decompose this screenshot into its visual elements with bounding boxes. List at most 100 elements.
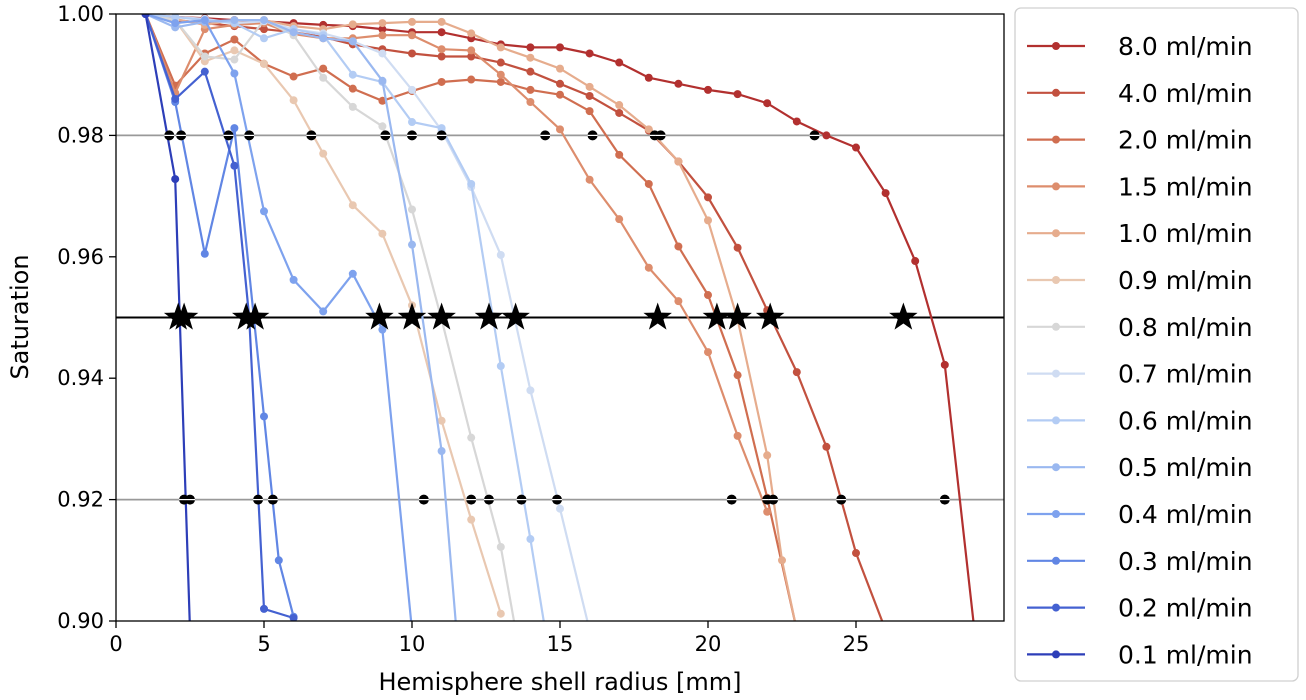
- series-line: [145, 14, 457, 621]
- series-point: [348, 269, 357, 278]
- series-point: [496, 250, 505, 259]
- crossing-dot-098: [407, 130, 417, 136]
- legend-marker: [1052, 322, 1060, 331]
- series-point: [615, 108, 624, 117]
- series-point: [733, 243, 742, 252]
- crossing-dot-092: [726, 499, 737, 505]
- crossing-dot-098: [223, 130, 234, 136]
- series-point: [437, 52, 446, 61]
- series-point: [674, 157, 683, 166]
- series-point: [260, 34, 268, 43]
- series-point: [615, 150, 624, 159]
- series-point: [526, 43, 535, 52]
- series-point: [289, 96, 298, 105]
- x-tick-label: 0: [109, 632, 122, 656]
- star-marker-095: [702, 302, 732, 330]
- x-axis-label: Hemisphere shell radius [mm]: [378, 668, 741, 696]
- legend-label: 0.2 ml/min: [1118, 594, 1253, 623]
- series-point: [496, 609, 505, 618]
- series-point: [437, 28, 446, 37]
- series-point: [408, 118, 416, 127]
- series-point: [467, 29, 476, 38]
- series-point: [793, 626, 801, 634]
- series-point: [319, 64, 328, 73]
- series-point: [467, 52, 476, 61]
- crossing-dot-092: [253, 499, 264, 505]
- series-point: [763, 451, 772, 460]
- series-point: [585, 82, 594, 91]
- series-point: [704, 291, 712, 300]
- series-point: [467, 46, 476, 55]
- series-line: [145, 14, 413, 621]
- crossing-dot-098: [380, 130, 391, 136]
- series-point: [319, 73, 328, 82]
- series-point: [408, 31, 416, 40]
- series-point: [585, 91, 594, 100]
- star-marker-095: [755, 302, 785, 330]
- legend-marker: [1052, 416, 1060, 425]
- series-point: [704, 348, 712, 357]
- series-point: [230, 124, 239, 133]
- x-tick-label: 20: [695, 632, 722, 656]
- x-tick-label: 15: [547, 632, 574, 656]
- legend-label: 0.4 ml/min: [1118, 500, 1253, 529]
- legend-marker: [1052, 88, 1060, 97]
- legend-label: 0.3 ml/min: [1118, 547, 1253, 576]
- crossing-dot-098: [244, 130, 255, 136]
- legend-label: 1.0 ml/min: [1118, 219, 1253, 248]
- star-marker-095: [397, 302, 427, 330]
- series-point: [585, 107, 594, 116]
- series-point: [733, 371, 742, 380]
- series-point: [378, 31, 387, 40]
- series-point: [437, 45, 446, 54]
- series-point: [260, 604, 268, 613]
- series-point: [615, 101, 624, 110]
- series-point: [704, 85, 712, 94]
- legend-label: 0.5 ml/min: [1118, 453, 1253, 482]
- crossing-dot-092: [836, 494, 847, 500]
- crossing-dot-092: [483, 499, 494, 505]
- series-point: [200, 52, 209, 61]
- crossing-dot-098: [540, 130, 551, 136]
- crossing-dot-092: [768, 499, 779, 505]
- crossing-dot-092: [726, 494, 737, 500]
- series-point: [792, 117, 801, 126]
- crossing-dot-098: [587, 135, 598, 141]
- series-point: [260, 207, 268, 216]
- x-tick-label: 5: [257, 632, 270, 656]
- y-tick-label: 0.98: [57, 123, 104, 147]
- series-point: [141, 14, 150, 18]
- series-point: [615, 58, 624, 67]
- series-line: [144, 14, 769, 513]
- crossing-dot-092: [516, 499, 527, 505]
- series-point: [378, 19, 387, 28]
- legend-marker: [1052, 42, 1060, 50]
- crossing-dot-092: [418, 499, 429, 505]
- crossing-dot-098: [436, 130, 447, 136]
- series-point: [496, 362, 505, 371]
- series-point: [674, 242, 683, 251]
- crossing-dot-098: [176, 130, 187, 136]
- series-point: [230, 16, 239, 25]
- series-point: [260, 59, 268, 68]
- series-point: [408, 85, 416, 94]
- legend-marker: [1052, 229, 1060, 238]
- crossing-dot-092: [185, 499, 195, 505]
- series-point: [319, 34, 328, 43]
- series-point: [408, 240, 416, 249]
- series-line: [145, 14, 884, 621]
- crossing-dot-092: [267, 499, 278, 505]
- series-point: [378, 25, 387, 34]
- series-point: [881, 189, 890, 198]
- series-point: [348, 70, 357, 79]
- series-point: [437, 124, 446, 133]
- x-tick-label: 10: [399, 632, 426, 656]
- series-line: [144, 14, 294, 620]
- series-point: [200, 67, 209, 76]
- crossing-dot-092: [552, 494, 563, 500]
- legend-label: 2.0 ml/min: [1118, 126, 1253, 155]
- x-tick-label: 25: [843, 632, 870, 656]
- y-axis: 0.90 0.92 0.94 0.96 0.98 1.00: [57, 2, 116, 633]
- series-point: [526, 98, 535, 107]
